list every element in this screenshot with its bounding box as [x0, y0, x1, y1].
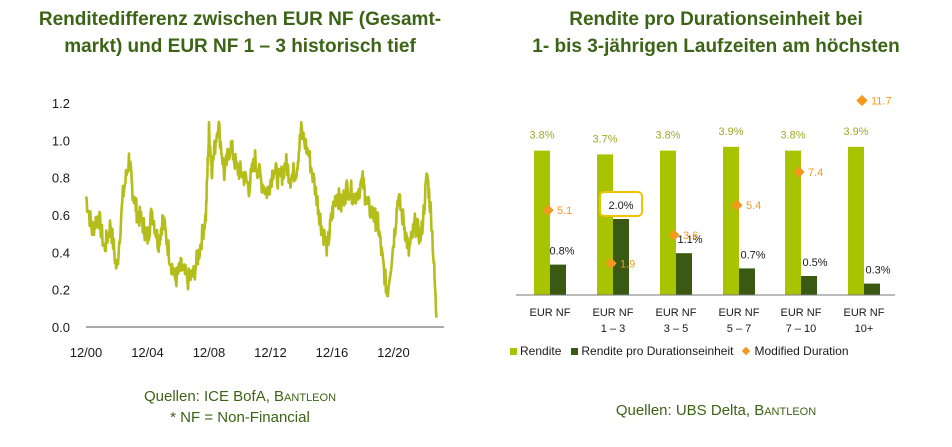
bar-chart: 3.8% 0.8% 5.1 3.7% 2.0% 1.9 3.8% 1.1%3.6 3.9% 0.7… — [516, 94, 895, 335]
x-tick-label: 12/12 — [254, 345, 287, 360]
bar-rendite — [597, 154, 613, 295]
category-label: EUR NF — [593, 307, 634, 319]
bar-rendite — [534, 150, 550, 295]
right-title-line1: Rendite pro Durationseinheit bei — [569, 9, 863, 30]
bar-rendite-pro-duration — [676, 253, 692, 295]
y-tick-label: 0.4 — [52, 245, 70, 260]
modified-duration-label: 3.6 — [683, 230, 698, 242]
y-tick-label: 1.2 — [52, 96, 70, 111]
y-tick-label: 0.0 — [52, 320, 70, 335]
left-title-line2: markt) und EUR NF 1 – 3 historisch tief — [64, 36, 416, 57]
x-tick-label: 12/20 — [377, 345, 410, 360]
highlight-box — [599, 191, 643, 217]
line-chart-series — [84, 120, 438, 318]
right-source: Quellen: UBS Delta, Bantleon — [480, 400, 952, 421]
rendite-label: 3.8% — [655, 130, 680, 142]
left-source-prefix: Quellen: ICE BofA, — [143, 388, 275, 405]
bar-chart-bars — [534, 146, 880, 295]
bar-chart-legend: Rendite Rendite pro Durationseinheit Mod… — [510, 344, 930, 358]
rendite-pro-duration-label: 0.5% — [802, 257, 827, 269]
bar-rendite-pro-duration — [550, 264, 566, 295]
modified-duration-marker — [793, 166, 805, 178]
legend-item-rendite-pro-duration: Rendite pro Durationseinheit — [571, 344, 733, 358]
rendite-label: 3.9% — [843, 126, 868, 138]
left-source-brand: Bantleon — [274, 388, 337, 405]
modified-duration-label: 5.1 — [557, 205, 572, 217]
legend-label-modified-duration: Modified Duration — [754, 344, 849, 358]
modified-duration-label: 7.4 — [808, 167, 823, 179]
rendite-pro-duration-label: 0.8% — [549, 246, 574, 258]
left-source-line2: * NF = Non-Financial — [170, 409, 310, 426]
category-label: EUR NF — [719, 307, 760, 319]
rendite-pro-duration-label: 0.7% — [740, 249, 765, 261]
x-tick-label: 12/00 — [70, 345, 103, 360]
category-sublabel: 1 – 3 — [601, 323, 625, 335]
category-sublabel: 5 – 7 — [727, 323, 751, 335]
category-sublabel: 7 – 10 — [786, 323, 817, 335]
bar-rendite-pro-duration — [613, 219, 629, 295]
bar-chart-labels: 3.8% 0.8% 5.1 3.7% 2.0% 1.9 3.8% 1.1%3.6 3.9% 0.7… — [529, 94, 892, 277]
right-source-brand: Bantleon — [754, 402, 817, 419]
modified-duration-label: 11.7 — [871, 95, 892, 107]
category-label: EUR NF — [530, 307, 571, 319]
modified-duration-marker — [731, 199, 743, 211]
line-chart-x-axis: 12/00 12/04 12/08 12/12 12/16 12/20 — [70, 326, 444, 360]
modified-duration-marker — [668, 229, 680, 241]
legend-item-modified-duration: Modified Duration — [742, 344, 849, 358]
bar-rendite-pro-duration — [864, 283, 880, 295]
bar-rendite — [785, 150, 801, 295]
y-tick-label: 1.0 — [52, 133, 70, 148]
right-title-line2: 1- bis 3-jährigen Laufzeiten am höchsten — [532, 36, 900, 57]
modified-duration-label: 5.4 — [746, 200, 761, 212]
legend-diamond-icon — [742, 346, 751, 356]
right-source-prefix: Quellen: UBS Delta, — [615, 402, 755, 419]
left-title-line1: Renditedifferenz zwischen EUR NF (Gesamt… — [38, 9, 442, 30]
category-label: EUR NF — [656, 307, 697, 319]
spread-line — [84, 120, 438, 318]
legend-swatch-rendite — [510, 347, 517, 355]
bar-chart-x-axis: EUR NF EUR NF 1 – 3 EUR NF 3 – 5 EUR NF 5 – 7 E… — [516, 294, 895, 335]
y-tick-label: 0.6 — [52, 208, 70, 223]
y-tick-label: 0.2 — [52, 283, 70, 298]
rendite-pro-duration-label: 2.0% — [608, 200, 633, 212]
rendite-pro-duration-label: 0.3% — [865, 265, 890, 277]
line-chart: 0.00.20.40.60.81.01.2 12/00 12/04 12/08 12/… — [52, 96, 444, 360]
bar-rendite — [660, 150, 676, 295]
legend-item-rendite: Rendite — [510, 344, 561, 358]
legend-label-rendite-pro-duration: Rendite pro Durationseinheit — [581, 344, 734, 358]
category-label: EUR NF — [781, 307, 822, 319]
left-source-line1: Quellen: ICE BofA, Bantleon — [0, 386, 480, 407]
category-sublabel: 3 – 5 — [664, 323, 688, 335]
legend-label-rendite: Rendite — [520, 344, 562, 358]
y-tick-label: 0.8 — [52, 171, 70, 186]
category-sublabel: 10+ — [855, 323, 874, 335]
left-source: Quellen: ICE BofA, Bantleon * NF = Non-F… — [0, 386, 480, 428]
rendite-pro-duration-label: 1.1% — [677, 234, 702, 246]
right-chart-title: Rendite pro Durationseinheit bei 1- bis … — [480, 6, 952, 60]
bar-rendite — [723, 146, 739, 295]
x-tick-label: 12/16 — [316, 345, 349, 360]
bar-rendite-pro-duration — [801, 276, 817, 295]
legend-swatch-rendite-pro-duration — [571, 347, 579, 355]
bar-rendite-pro-duration — [739, 268, 755, 295]
x-tick-label: 12/04 — [131, 345, 164, 360]
rendite-label: 3.8% — [780, 130, 805, 142]
rendite-label: 3.9% — [718, 126, 743, 138]
bar-rendite — [848, 146, 864, 295]
modified-duration-label: 1.9 — [620, 258, 635, 270]
x-tick-label: 12/08 — [193, 345, 226, 360]
rendite-label: 3.7% — [592, 133, 617, 145]
left-chart-title: Renditedifferenz zwischen EUR NF (Gesamt… — [0, 6, 480, 60]
rendite-label: 3.8% — [529, 130, 554, 142]
category-label: EUR NF — [844, 307, 885, 319]
line-chart-y-axis: 0.0 0.2 0.4 0.6 0.8 1.0 1.2 — [52, 96, 70, 335]
modified-duration-marker — [856, 94, 868, 107]
